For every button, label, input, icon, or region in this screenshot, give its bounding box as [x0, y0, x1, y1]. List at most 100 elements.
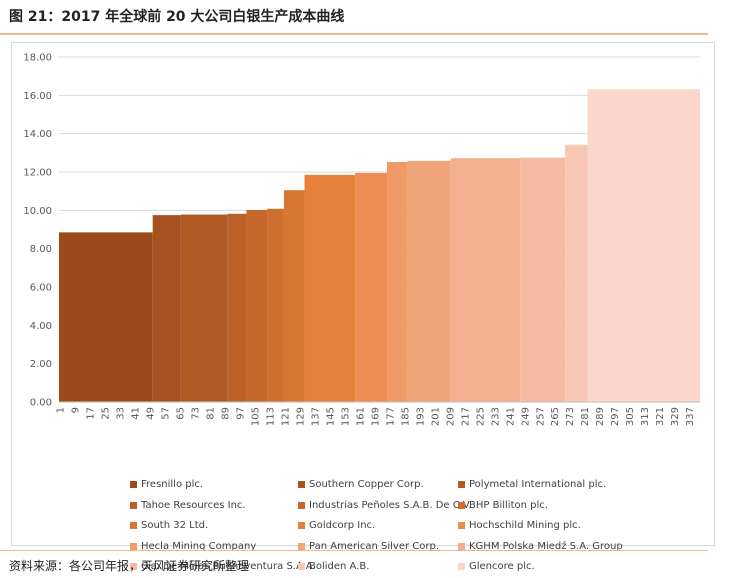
x-tick-label: 329: [670, 407, 681, 426]
legend-label: Boliden A.B.: [309, 561, 370, 572]
chart-canvas: 0.00 2.00 4.00 6.00 8.00 10.00 12.00 14.00 16.00…: [23, 53, 700, 426]
x-tick-label: 113: [265, 407, 276, 426]
x-tick-label: 65: [175, 407, 186, 420]
x-tick-label: 41: [130, 407, 141, 420]
legend-item: Polymetal International plc.: [458, 479, 606, 490]
x-tick-label: 145: [325, 407, 336, 426]
x-tick-label: 81: [205, 407, 216, 420]
legend-label: BHP Billiton plc.: [469, 499, 548, 511]
x-tick-label: 89: [220, 407, 231, 420]
legend-label: Industrias Peñoles S.A.B. De C.V.: [309, 499, 472, 511]
legend-label: Southern Copper Corp.: [309, 479, 424, 490]
legend-swatch: [458, 522, 465, 529]
y-tick-label: 12.00: [23, 168, 52, 179]
x-tick-label: 233: [490, 407, 501, 426]
bar-southern-copper-corp: [152, 215, 181, 402]
bar-bhp-billiton-plc: [267, 208, 284, 402]
legend-label: Hochschild Mining plc.: [469, 520, 581, 531]
legend-swatch: [458, 542, 465, 550]
x-tick-label: 73: [190, 407, 201, 420]
bar-kghm-polska-mied-s-a-group: [450, 158, 521, 402]
x-tick-label: 33: [115, 407, 126, 420]
legend-swatch: [458, 481, 465, 488]
y-tick-label: 6.00: [30, 283, 52, 294]
y-tick-label: 10.00: [23, 206, 52, 217]
x-tick-label: 129: [295, 407, 306, 426]
legend-item: Goldcorp Inc.: [298, 520, 375, 531]
x-tick-label: 321: [655, 407, 666, 426]
figure-title: 图 21：2017 年全球前 20 大公司白银生产成本曲线: [9, 9, 345, 25]
x-tick-label: 313: [640, 407, 651, 426]
legend-item: Glencore plc.: [458, 561, 535, 572]
legend-swatch: [298, 542, 305, 550]
legend-item: Fresnillo plc.: [130, 479, 203, 490]
bar-fresnillo-plc: [59, 232, 153, 402]
x-tick-label: 137: [310, 407, 321, 426]
bar-boliden-a-b: [565, 144, 588, 402]
x-tick-label: 289: [595, 407, 606, 426]
legend-item: Cia. De Minas Buenaventura S.A.A.: [130, 561, 316, 572]
y-tick-label: 8.00: [30, 244, 52, 255]
x-tick-label: 177: [385, 407, 396, 426]
legend-item: BHP Billiton plc.: [458, 500, 548, 511]
x-tick-label: 161: [355, 407, 366, 426]
x-tick-label: 121: [280, 407, 291, 426]
legend-label: Glencore plc.: [469, 561, 535, 572]
bar-south-32-ltd: [283, 190, 305, 402]
legend-label: Pan American Silver Corp.: [309, 540, 439, 552]
x-tick-label: 193: [415, 407, 426, 426]
legend-swatch: [298, 481, 305, 488]
bar-pan-american-silver-corp: [407, 160, 451, 402]
legend-swatch: [458, 563, 465, 570]
legend-label: South 32 Ltd.: [141, 520, 209, 531]
x-tick-label: 297: [610, 407, 621, 426]
bar-industrias-pe-oles-s-a-b-de-c-v: [246, 209, 268, 402]
legend-swatch: [130, 542, 137, 550]
legend-swatch: [298, 501, 305, 509]
y-tick-label: 2.00: [30, 359, 52, 370]
x-tick-label: 9: [70, 407, 81, 413]
legend-item: Pan American Silver Corp.: [298, 541, 439, 552]
x-tick-label: 57: [160, 407, 171, 420]
legend-label: Goldcorp Inc.: [309, 520, 376, 531]
legend-swatch: [298, 563, 305, 570]
x-tick-label: 273: [565, 407, 576, 426]
legend-swatch: [130, 563, 137, 570]
legend-item: Hecla Mining Company: [130, 541, 256, 552]
x-tick-label: 225: [475, 407, 486, 426]
legend-label: Tahoe Resources Inc.: [141, 499, 246, 511]
x-tick-label: 241: [505, 407, 516, 426]
x-tick-label: 97: [235, 407, 246, 420]
legend-item: South 32 Ltd.: [130, 520, 208, 531]
y-tick-label: 4.00: [30, 321, 52, 332]
y-tick-label: 0.00: [30, 398, 52, 409]
x-tick-label: 169: [370, 407, 381, 426]
legend-label: Fresnillo plc.: [141, 479, 204, 490]
x-tick-label: 217: [460, 407, 471, 426]
bar-tahoe-resources-inc: [227, 213, 247, 402]
x-tick-label: 201: [430, 407, 441, 426]
x-tick-label: 265: [550, 407, 561, 426]
source-note: 资料来源：各公司年报，天风证券研究所整理: [9, 559, 250, 573]
legend-label: Polymetal International plc.: [469, 479, 607, 490]
legend-item: Southern Copper Corp.: [298, 479, 424, 490]
legend-swatch: [130, 522, 137, 529]
legend-label: Cia. De Minas Buenaventura S.A.A.: [141, 561, 316, 572]
y-tick-label: 18.00: [23, 53, 52, 64]
title-divider: [0, 33, 708, 35]
bar-goldcorp-inc: [304, 174, 356, 402]
legend-item: Tahoe Resources Inc.: [130, 500, 246, 511]
bar-glencore-plc: [587, 89, 700, 402]
bar-hochschild-mining-plc: [355, 172, 387, 402]
x-tick-label: 305: [625, 407, 636, 426]
legend-swatch: [130, 501, 137, 509]
x-tick-label: 17: [85, 407, 96, 420]
legend-label: KGHM Polska Miedź S.A. Group: [469, 540, 623, 552]
legend-item: KGHM Polska Miedź S.A. Group: [458, 541, 623, 552]
x-tick-label: 49: [145, 407, 156, 420]
bar-polymetal-international-plc: [180, 214, 228, 402]
bar-hecla-mining-company: [386, 162, 408, 402]
legend-swatch: [458, 501, 465, 509]
x-tick-label: 209: [445, 407, 456, 426]
y-tick-label: 16.00: [23, 91, 52, 102]
